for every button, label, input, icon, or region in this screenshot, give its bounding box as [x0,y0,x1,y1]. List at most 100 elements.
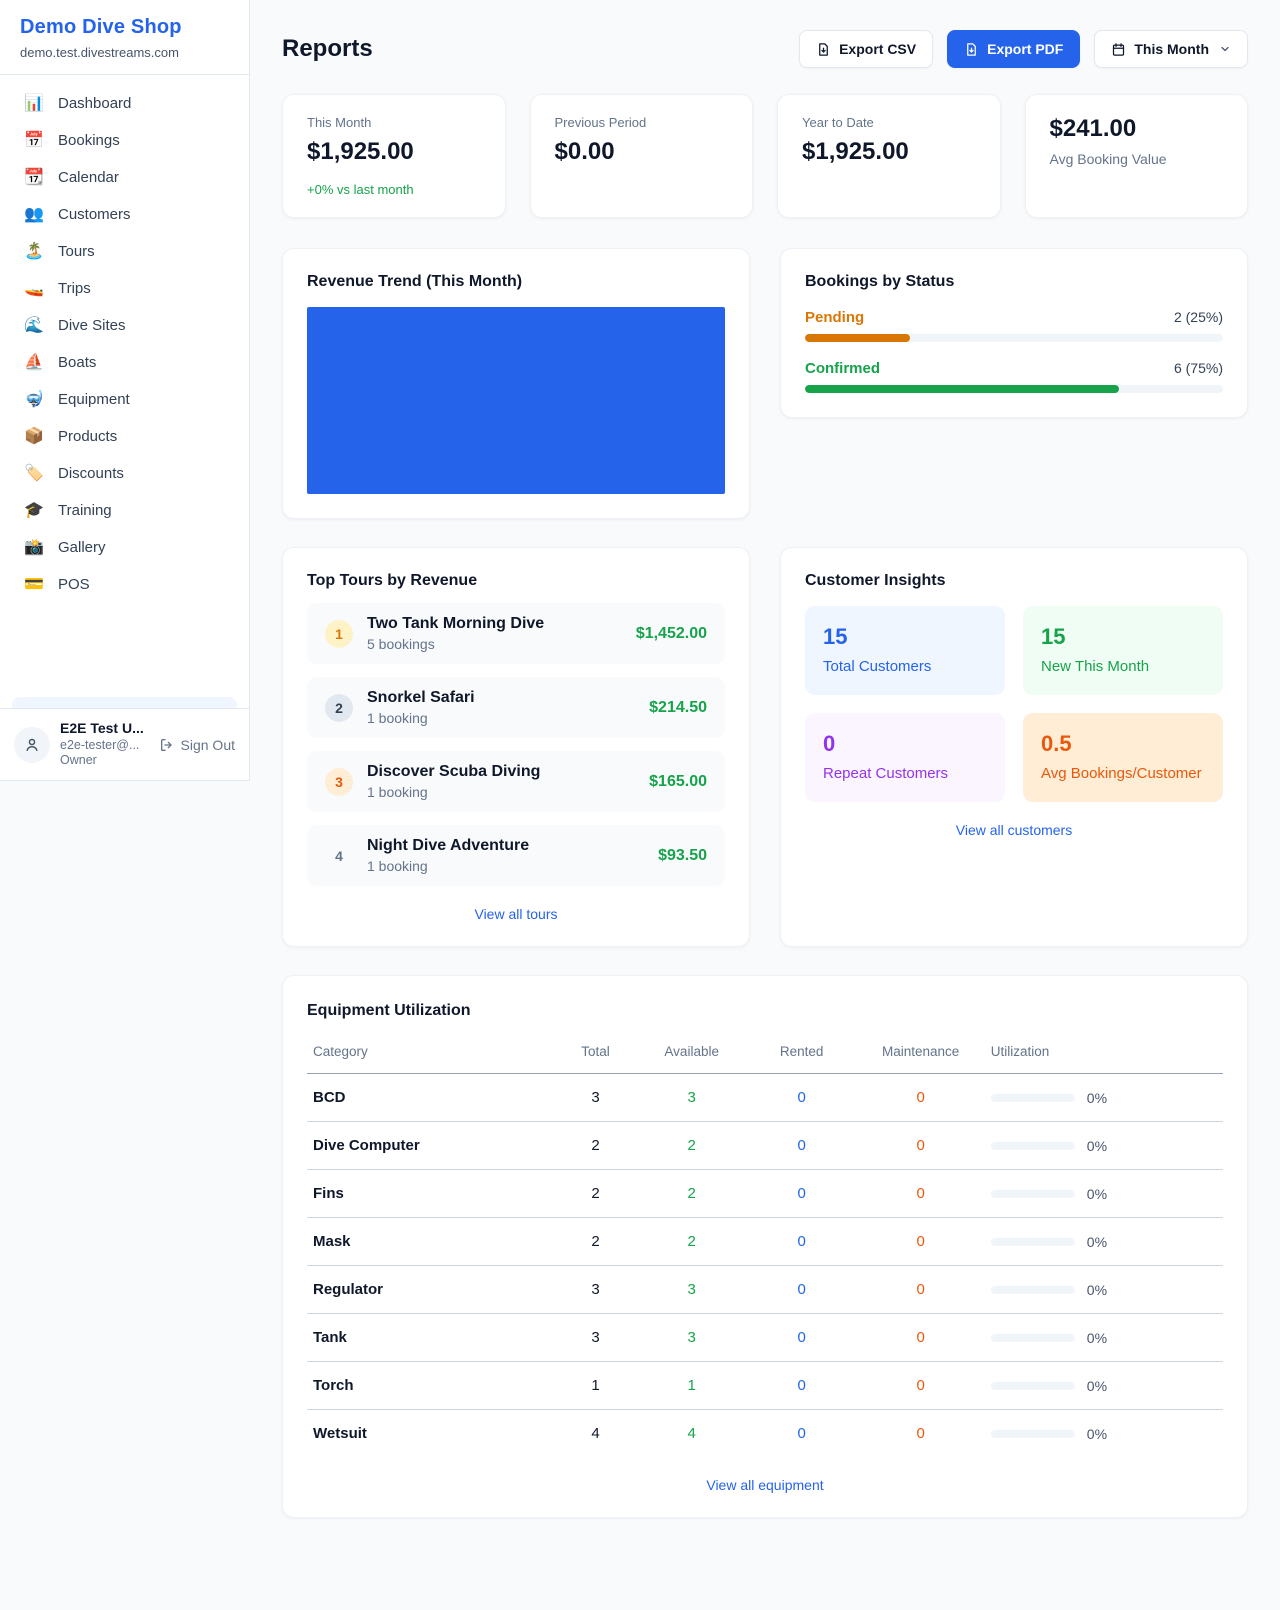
person-icon [26,738,38,751]
col-rented: Rented [746,1034,857,1074]
col-available: Available [636,1034,747,1074]
status-row-pending: Pending 2 (25%) [805,309,1223,342]
sidebar-item-label: POS [58,576,90,593]
insights-grid: 15 Total Customers 15 New This Month 0 R… [805,606,1223,802]
sidebar-item-dive-sites[interactable]: 🌊 Dive Sites [12,307,237,344]
revenue-trend-chart [307,307,725,494]
stat-cards: This Month $1,925.00 +0% vs last month P… [282,94,1248,218]
stat-value: $0.00 [554,138,615,165]
sidebar-item-bookings[interactable]: 📅 Bookings [12,122,237,159]
cell-available: 2 [636,1217,747,1266]
sidebar-item-boats[interactable]: ⛵ Boats [12,344,237,381]
sidebar-item-trips[interactable]: 🚤 Trips [12,270,237,307]
view-all-tours-link[interactable]: View all tours [474,906,558,922]
sidebar-item-label: Calendar [58,169,119,186]
status-label: Pending [805,309,865,326]
period-label: This Month [1134,41,1209,57]
utilization-bar [990,1429,1075,1438]
export-csv-button[interactable]: Export CSV [799,30,934,68]
sidebar-item-label: Tours [58,243,95,260]
cell-total: 3 [554,1073,637,1122]
stat-label: This Month [307,115,372,130]
status-count: 6 (75%) [1173,360,1223,376]
wave-icon: 🌊 [24,316,44,334]
export-csv-label: Export CSV [839,41,917,57]
cell-total: 1 [554,1361,637,1410]
sidebar-item-label: Products [58,428,118,445]
utilization-percent: 0% [1086,1137,1108,1154]
insight-value: 0 [823,731,836,756]
sidebar-item-label: Bookings [58,132,120,149]
cell-maintenance: 0 [916,1425,925,1442]
equipment-utilization-card: Equipment Utilization Category Total Ava… [282,975,1248,1518]
utilization-bar [990,1333,1075,1342]
sidebar-item-products[interactable]: 📦 Products [12,418,237,455]
cell-available: 3 [636,1265,747,1314]
sidebar-item-reports-partial[interactable] [12,697,237,709]
sidebar-item-equipment[interactable]: 🤿 Equipment [12,381,237,418]
cell-rented: 0 [746,1313,857,1362]
cell-total: 3 [554,1313,637,1362]
utilization-percent: 0% [1086,1281,1108,1298]
sidebar-item-label: Trips [58,280,91,297]
sign-out-button[interactable]: Sign Out [159,737,235,753]
status-row-confirmed: Confirmed 6 (75%) [805,360,1223,393]
speedboat-icon: 🚤 [24,279,44,297]
insight-label: Avg Bookings/Customer [1041,765,1202,782]
sidebar-item-tours[interactable]: 🏝️ Tours [12,233,237,270]
cell-category: BCD [307,1073,555,1122]
cell-rented: 0 [746,1361,857,1410]
sidebar-item-training[interactable]: 🎓 Training [12,492,237,529]
rank-badge: 1 [325,619,353,648]
utilization-percent: 0% [1086,1377,1108,1394]
sidebar-item-discounts[interactable]: 🏷️ Discounts [12,455,237,492]
col-category: Category [307,1034,555,1074]
cell-total: 3 [554,1265,637,1314]
sidebar-item-dashboard[interactable]: 📊 Dashboard [12,85,237,122]
export-pdf-button[interactable]: Export PDF [947,30,1081,68]
table-row: BCD 3 3 0 0 0% [307,1073,1223,1122]
sidebar-item-customers[interactable]: 👥 Customers [12,196,237,233]
rank-badge: 3 [325,767,353,796]
user-email: e2e-tester@... [60,737,140,752]
period-dropdown[interactable]: This Month [1094,30,1248,68]
cell-total: 2 [554,1121,637,1170]
stat-value: $1,925.00 [307,138,414,165]
page-title: Reports [282,35,373,62]
stat-label: Year to Date [802,115,874,130]
cell-total: 2 [554,1217,637,1266]
cell-maintenance: 0 [856,1313,985,1362]
sidebar-item-label: Equipment [58,391,130,408]
sidebar-item-calendar[interactable]: 📆 Calendar [12,159,237,196]
sidebar-item-label: Dashboard [58,95,132,112]
stat-label: Previous Period [554,115,647,130]
view-all-customers-link[interactable]: View all customers [955,822,1073,838]
stat-value: $241.00 [1049,115,1137,142]
sidebar-item-gallery[interactable]: 📸 Gallery [12,529,237,566]
insight-repeat-customers: 0 Repeat Customers [805,713,1005,802]
stat-delta: +0% vs last month [307,182,414,197]
insights-row: Top Tours by Revenue 1 Two Tank Morning … [282,547,1248,947]
top-tours-title: Top Tours by Revenue [307,572,478,589]
sailboat-icon: ⛵ [24,353,44,371]
revenue-trend-card: Revenue Trend (This Month) [282,248,750,519]
tour-name: Snorkel Safari [367,689,475,706]
col-utilization: Utilization [984,1034,1223,1074]
tour-name: Two Tank Morning Dive [367,615,545,632]
tag-icon: 🏷️ [24,464,44,482]
table-row: Wetsuit 4 4 0 0 0% [307,1410,1223,1458]
utilization-bar [990,1093,1075,1102]
user-info: E2E Test U... e2e-tester@... Owner [60,720,144,769]
cell-category: Tank [307,1313,555,1362]
view-all-equipment-link[interactable]: View all equipment [706,1477,824,1493]
tour-bookings: 5 bookings [367,636,435,652]
insight-label: New This Month [1041,658,1150,675]
insight-value: 0.5 [1041,731,1072,756]
chevron-down-icon [1221,46,1229,52]
tour-row: 1 Two Tank Morning Dive 5 bookings $1,45… [307,603,725,664]
tour-row: 3 Discover Scuba Diving 1 booking $165.0… [307,751,725,812]
insight-label: Total Customers [823,658,932,675]
user-role: Owner [60,753,97,768]
sidebar-item-pos[interactable]: 💳 POS [12,566,237,603]
equipment-table: Category Total Available Rented Maintena… [307,1034,1223,1457]
